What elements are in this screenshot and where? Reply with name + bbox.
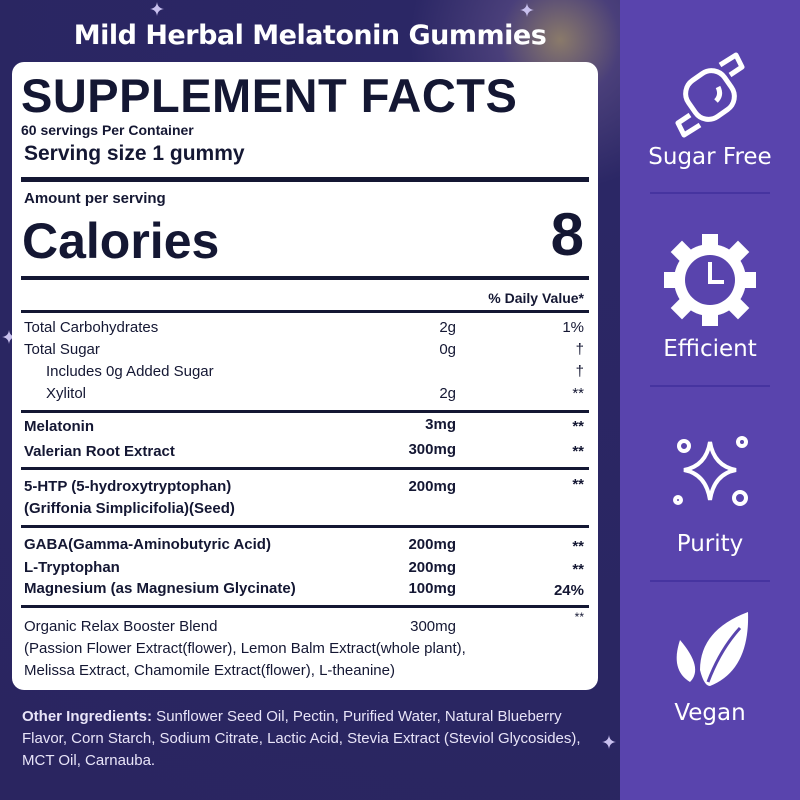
star-icon (150, 2, 164, 16)
nutrient-name: L-Tryptophan (24, 559, 120, 576)
divider (650, 580, 770, 582)
divider (650, 385, 770, 387)
badge-efficient: Efficient (663, 336, 757, 362)
product-title: Mild Herbal Melatonin Gummies (73, 20, 547, 51)
badge-vegan: Vegan (674, 700, 746, 726)
nutrient-amount: 200mg (408, 536, 456, 553)
nutrient-dv: ** (572, 538, 584, 555)
nutrient-dv: ** (572, 561, 584, 578)
divider (21, 177, 589, 182)
nutrient-name: Melatonin (24, 418, 94, 435)
candy-icon (675, 52, 745, 138)
star-icon (520, 3, 534, 17)
nutrient-amount: 200mg (408, 559, 456, 576)
nutrient-dv: † (575, 341, 584, 358)
nutrient-dv: ** (572, 418, 584, 435)
nutrient-amount: 300mg (410, 618, 456, 635)
divider (21, 605, 589, 608)
nutrient-name: GABA(Gamma-Aminobutyric Acid) (24, 536, 271, 553)
blend-ingredients-line: (Passion Flower Extract(flower), Lemon B… (24, 640, 466, 657)
nutrient-name: Includes 0g Added Sugar (46, 363, 214, 380)
nutrient-name: Organic Relax Booster Blend (24, 618, 218, 635)
amount-per-serving: Amount per serving (24, 190, 166, 207)
nutrient-amount: 3mg (425, 416, 456, 433)
other-ingredients-label: Other Ingredients: (22, 708, 153, 725)
supplement-facts-panel: SUPPLEMENT FACTS 60 servings Per Contain… (12, 62, 598, 690)
nutrient-amount: 2g (439, 385, 456, 402)
sparkle-icon (673, 436, 748, 506)
nutrient-name: 5-HTP (5-hydroxytryptophan) (24, 478, 232, 495)
nutrient-dv: ** (574, 610, 584, 624)
nutrient-name: Magnesium (as Magnesium Glycinate) (24, 580, 296, 597)
nutrient-amount: 0g (439, 341, 456, 358)
nutrient-amount: 300mg (408, 441, 456, 458)
nutrient-dv: ** (572, 476, 584, 493)
other-ingredients: Other Ingredients: Sunflower Seed Oil, P… (22, 706, 592, 772)
star-icon (2, 330, 16, 344)
nutrient-name: Total Sugar (24, 341, 100, 358)
badge-sugar-free: Sugar Free (648, 144, 772, 170)
feature-badges-panel: Sugar Free Efficient Purity Vegan (620, 0, 800, 800)
divider (21, 410, 589, 413)
star-icon (602, 735, 616, 749)
badge-purity: Purity (676, 531, 744, 557)
leaf-icon (676, 612, 749, 686)
daily-value-header: % Daily Value* (488, 290, 584, 306)
gear-clock-icon (664, 234, 756, 326)
nutrient-name: Xylitol (46, 385, 87, 402)
divider (21, 525, 589, 528)
nutrient-amount: 100mg (408, 580, 456, 597)
nutrient-dv: 24% (553, 582, 584, 599)
blend-ingredients-line: Melissa Extract, Chamomile Extract(flowe… (24, 662, 395, 679)
calories-label: Calories (22, 213, 220, 269)
nutrient-name: (Griffonia Simplicifolia)(Seed) (24, 500, 235, 517)
nutrient-dv: ** (572, 443, 584, 460)
nutrient-dv: 1% (562, 319, 584, 336)
divider (21, 276, 589, 280)
nutrient-amount: 200mg (408, 478, 456, 495)
nutrient-name: Total Carbohydrates (24, 319, 159, 336)
nutrient-dv: † (575, 363, 584, 380)
serving-size: Serving size 1 gummy (24, 142, 245, 165)
other-ingredients-text: Sunflower Seed Oil, Pectin, Purified Wat… (22, 708, 581, 769)
divider (650, 192, 770, 194)
divider (21, 467, 589, 470)
divider (21, 310, 589, 313)
facts-heading: SUPPLEMENT FACTS (21, 69, 518, 122)
servings-per-container: 60 servings Per Container (21, 122, 194, 138)
nutrient-name: Valerian Root Extract (24, 443, 175, 460)
nutrient-amount: 2g (439, 319, 456, 336)
nutrient-dv: ** (572, 385, 584, 402)
calories-value: 8 (550, 201, 584, 268)
